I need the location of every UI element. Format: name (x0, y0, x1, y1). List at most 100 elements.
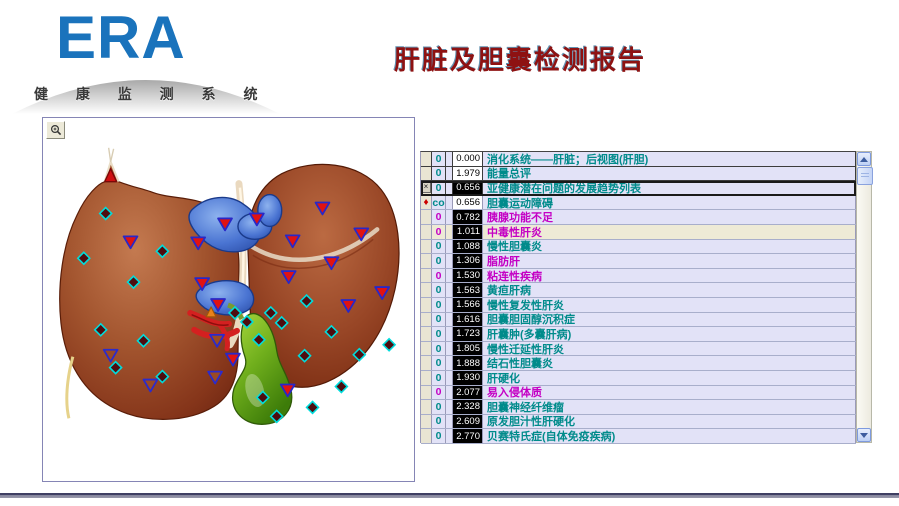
table-scrollbar[interactable] (856, 151, 873, 443)
marker-triangle-down[interactable] (248, 212, 265, 227)
marker-diamond[interactable] (382, 337, 397, 352)
scroll-up-button[interactable] (857, 152, 871, 166)
marker-triangle-down[interactable] (279, 383, 296, 398)
row-description[interactable]: 原发胆汁性肝硬化 (483, 414, 856, 429)
row-description[interactable]: 胆囊神经纤维瘤 (483, 400, 856, 414)
table-row[interactable]: 0 1.563 黄疸肝病 (421, 283, 856, 298)
table-row[interactable]: ♦ co 0.656 胆囊运动障碍 (421, 195, 856, 211)
marker-triangle-down[interactable] (280, 270, 297, 284)
row-description[interactable]: 中毒性肝炎 (483, 224, 856, 239)
row-description[interactable]: 黄疸肝病 (483, 283, 856, 297)
table-row[interactable]: 0 1.930 肝硬化 (421, 370, 856, 386)
table-row[interactable]: 0 2.077 易入侵体质 (421, 385, 856, 401)
table-row[interactable]: 0 1.616 胆囊胆固醇沉积症 (421, 312, 856, 328)
table-row[interactable]: × 0 0.656 亚健康潜在问题的发展趋势列表 (421, 181, 856, 196)
row-indicator-cell (421, 283, 432, 297)
scrollbar-thumb[interactable] (857, 167, 873, 185)
marker-diamond[interactable] (305, 400, 320, 415)
marker-diamond[interactable] (155, 369, 170, 384)
table-row[interactable]: 0 2.328 胆囊神经纤维瘤 (421, 400, 856, 415)
marker-triangle-down[interactable] (190, 236, 207, 251)
row-description[interactable]: 胰腺功能不足 (483, 210, 856, 224)
marker-diamond[interactable] (274, 315, 289, 330)
marker-triangle-down[interactable] (194, 277, 211, 291)
marker-triangle-down-hollow[interactable] (207, 370, 223, 385)
marker-triangle-up[interactable] (103, 168, 118, 183)
marker-triangle-down[interactable] (284, 234, 301, 249)
table-row[interactable]: 0 0.782 胰腺功能不足 (421, 210, 856, 225)
row-description[interactable]: 肝硬化 (483, 370, 856, 385)
marker-triangle-up-orange[interactable] (205, 306, 217, 318)
row-description[interactable]: 亚健康潜在问题的发展趋势列表 (483, 181, 856, 195)
table-row[interactable]: 0 1.011 中毒性肝炎 (421, 224, 856, 240)
table-row[interactable]: 0 1.566 慢性复发性肝炎 (421, 297, 856, 313)
table-row[interactable]: 0 1.088 慢性胆囊炎 (421, 239, 856, 255)
marker-diamond[interactable] (155, 244, 170, 259)
marker-diamond[interactable] (93, 322, 108, 337)
row-description[interactable]: 贝赛特氏症(自体免疫疾病) (483, 429, 856, 443)
row-description[interactable]: 慢性复发性肝炎 (483, 297, 856, 312)
row-spacer-cell (446, 239, 453, 254)
table-row[interactable]: 0 1.723 肝囊肿(多囊肝病) (421, 327, 856, 342)
marker-diamond[interactable] (324, 324, 339, 339)
row-description[interactable]: 能量总评 (483, 166, 856, 181)
marker-triangle-down[interactable] (374, 286, 391, 300)
marker-diamond[interactable] (263, 305, 278, 321)
table-row[interactable]: 0 1.306 脂肪肝 (421, 254, 856, 269)
row-description[interactable]: 消化系统——肝脏；后视图(肝胆) (483, 152, 856, 166)
marker-triangle-down-hollow[interactable] (209, 333, 225, 348)
row-value-cell: 2.077 (453, 385, 483, 400)
row-description[interactable]: 脂肪肝 (483, 254, 856, 268)
marker-diamond[interactable] (255, 390, 270, 405)
table-row[interactable]: 0 0.000 消化系统——肝脏；后视图(肝胆) (421, 152, 856, 167)
row-index-cell: 0 (432, 312, 446, 327)
anatomy-image-panel[interactable] (42, 117, 415, 482)
row-description[interactable]: 胆囊胆固醇沉积症 (483, 312, 856, 327)
row-index-cell: 0 (432, 400, 446, 414)
marker-diamond[interactable] (76, 251, 91, 266)
marker-diamond[interactable] (108, 360, 123, 375)
row-description[interactable]: 胆囊运动障碍 (483, 195, 856, 210)
table-row[interactable]: 0 2.770 贝赛特氏症(自体免疫疾病) (421, 429, 856, 444)
marker-diamond[interactable] (227, 305, 243, 321)
marker-triangle-down[interactable] (314, 201, 331, 216)
row-description[interactable]: 肝囊肿(多囊肝病) (483, 327, 856, 341)
marker-triangle-down[interactable] (217, 217, 233, 232)
marker-diamond[interactable] (239, 314, 254, 329)
marker-triangle-down[interactable] (323, 256, 340, 271)
marker-diamond[interactable] (334, 379, 349, 394)
row-description[interactable]: 慢性迁延性肝炎 (483, 341, 856, 356)
scroll-down-button[interactable] (857, 428, 871, 442)
marker-triangle-down-hollow[interactable] (142, 378, 159, 393)
liver-illustration[interactable] (43, 118, 414, 481)
marker-diamond[interactable] (297, 348, 312, 363)
marker-diamond[interactable] (136, 333, 151, 348)
marker-triangle-down-hollow[interactable] (102, 348, 119, 363)
row-description[interactable]: 慢性胆囊炎 (483, 239, 856, 254)
marker-triangle-down[interactable] (340, 299, 357, 313)
marker-triangle-down[interactable] (122, 235, 139, 250)
marker-triangle-down[interactable] (210, 298, 226, 312)
table-row[interactable]: 0 1.530 粘连性疾病 (421, 268, 856, 284)
table-row[interactable]: 0 2.609 原发胆汁性肝硬化 (421, 414, 856, 430)
magnifier-zoom-button[interactable] (46, 121, 65, 139)
row-description[interactable]: 易入侵体质 (483, 385, 856, 400)
row-indicator-cell (421, 224, 432, 239)
marker-triangle-down[interactable] (353, 227, 370, 242)
table-row[interactable]: 0 1.805 慢性迁延性肝炎 (421, 341, 856, 357)
row-description[interactable]: 结石性胆囊炎 (483, 356, 856, 370)
table-row[interactable]: 0 1.888 结石性胆囊炎 (421, 356, 856, 371)
marker-diamond[interactable] (126, 275, 141, 290)
marker-diamond[interactable] (98, 206, 113, 221)
grid-close-box-icon[interactable]: × (421, 182, 431, 194)
table-row[interactable]: 0 1.979 能量总评 (421, 166, 856, 182)
row-spacer-cell (446, 195, 453, 210)
marker-triangle-down[interactable] (225, 352, 241, 367)
marker-diamond[interactable] (269, 409, 284, 424)
row-index-cell: 0 (432, 297, 446, 312)
row-value-cell: 1.616 (453, 312, 483, 327)
marker-diamond[interactable] (299, 293, 314, 309)
marker-diamond[interactable] (251, 332, 266, 347)
marker-diamond[interactable] (352, 347, 367, 362)
row-description[interactable]: 粘连性疾病 (483, 268, 856, 283)
